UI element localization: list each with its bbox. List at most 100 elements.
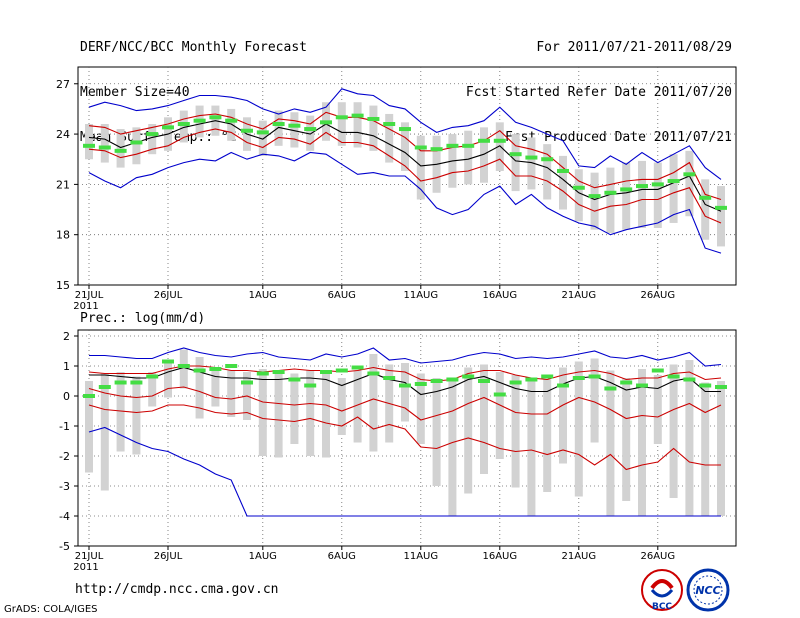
prec-series-min	[88, 426, 721, 517]
temp-series-mean-sd	[88, 111, 722, 201]
prec-spread-bar	[195, 357, 204, 419]
bcc-logo-text: BCC	[652, 602, 672, 612]
temp-green-marker	[430, 147, 443, 152]
temp-green-marker	[225, 118, 238, 123]
prec-spread-bar	[116, 372, 125, 452]
bcc-logo: BCC	[641, 569, 683, 612]
temp-spread-bar	[464, 130, 473, 185]
prec-panel-title: Prec.: log(mm/d)	[80, 311, 205, 326]
prec-x-tick-label: 16AUG	[482, 551, 517, 562]
temp-green-marker	[114, 148, 127, 153]
prec-spread-bar	[274, 370, 283, 458]
temp-green-marker	[651, 182, 664, 187]
temp-series-mean-sd	[88, 128, 722, 224]
temp-green-marker	[367, 116, 380, 121]
temp-green-marker	[241, 128, 253, 133]
temp-y-tick-label: 21	[56, 178, 70, 191]
prec-green-marker	[209, 367, 222, 371]
temp-spread-bar	[179, 110, 188, 143]
prec-spread-bar	[464, 367, 473, 494]
prec-green-marker	[114, 380, 127, 385]
prec-spread-bar	[179, 349, 188, 389]
temp-x-tick-label: 21AUG	[561, 290, 596, 301]
prec-spread-bar	[416, 373, 425, 444]
prec-y-tick-label: -5	[59, 540, 70, 553]
prec-green-marker	[525, 377, 538, 382]
temp-spread-bar	[385, 113, 394, 163]
prec-green-marker	[383, 376, 396, 380]
prec-spread-bar	[290, 373, 299, 444]
temp-green-marker	[620, 187, 633, 192]
prec-spread-bar	[606, 370, 615, 516]
temp-y-tick-label: 27	[56, 78, 70, 91]
temp-green-marker	[383, 122, 396, 127]
prec-spread-bar	[227, 370, 236, 417]
grads-credit: GrADS: COLA/IGES	[4, 604, 98, 615]
prec-spread-bar	[306, 370, 315, 456]
temp-y-tick-label: 24	[56, 128, 70, 141]
prec-spread-bar	[480, 364, 488, 474]
prec-spread-bar	[590, 358, 599, 443]
temp-green-marker	[414, 145, 427, 150]
footer-url[interactable]: http://cmdp.ncc.cma.gov.cn	[75, 582, 279, 597]
temp-spread-bar	[369, 105, 378, 151]
prec-green-marker	[541, 374, 554, 379]
prec-spread-bar	[685, 360, 694, 516]
temp-green-marker	[320, 120, 332, 125]
prec-spread-bar	[701, 382, 710, 516]
temp-spread-bar	[543, 144, 552, 200]
prec-spread-bar	[100, 373, 109, 491]
temp-green-marker	[335, 115, 348, 120]
temp-spread-bar	[85, 124, 93, 160]
temp-series-max	[88, 88, 722, 180]
temp-spread-bar	[132, 127, 141, 165]
prec-spread-bar	[638, 369, 646, 516]
prec-green-marker	[241, 380, 253, 385]
prec-year-label: 2011	[73, 562, 98, 573]
prec-spread-bar	[511, 375, 520, 488]
prec-green-marker	[493, 392, 506, 397]
temp-green-marker	[509, 152, 522, 157]
temp-spread-bar	[701, 179, 710, 240]
prec-spread-bar	[132, 376, 141, 455]
temp-spread-bar	[574, 169, 583, 222]
prec-spread-bar	[622, 378, 631, 501]
temp-x-tick-label: 11AUG	[403, 290, 438, 301]
temp-x-tick-label: 26AUG	[640, 290, 675, 301]
prec-green-marker	[320, 370, 332, 374]
temp-green-marker	[462, 143, 475, 148]
prec-green-marker	[604, 386, 617, 391]
prec-plot-frame	[77, 329, 737, 547]
prec-x-tick-label: 21AUG	[561, 551, 596, 562]
prec-series-mean-sd	[88, 386, 722, 421]
temp-green-marker	[288, 123, 301, 128]
prec-green-marker	[667, 374, 680, 379]
header-start-date: Fcst Started Refer Date 2011/07/20	[465, 85, 732, 100]
prec-x-tick-label: 1AUG	[249, 551, 277, 562]
temp-green-marker	[588, 194, 601, 199]
prec-green-marker	[588, 374, 601, 379]
temp-green-marker	[715, 205, 727, 210]
temp-x-tick-label: 16AUG	[482, 290, 517, 301]
prec-spread-bar	[495, 372, 504, 459]
prec-x-tick-label: 21JUL	[75, 551, 104, 562]
temp-green-marker	[478, 138, 490, 143]
prec-green-marker	[272, 370, 285, 374]
prec-green-marker	[304, 383, 317, 388]
header-member-size: Member Size=40	[80, 85, 190, 100]
temp-spread-bar	[258, 120, 267, 156]
temp-spread-bar	[606, 167, 615, 234]
prec-green-marker	[683, 377, 696, 382]
prec-green-marker	[98, 385, 111, 389]
prec-spread-bar	[258, 369, 267, 456]
temp-spread-bar	[495, 122, 504, 171]
prec-green-marker	[83, 394, 95, 398]
prec-spread-bar	[432, 378, 441, 486]
temp-green-marker	[604, 190, 617, 195]
prec-x-tick-label: 26AUG	[640, 551, 675, 562]
temp-spread-bar	[337, 102, 346, 146]
temp-green-marker	[557, 168, 569, 173]
prec-green-marker	[430, 379, 443, 383]
prec-green-marker	[399, 383, 411, 388]
prec-spread-bar	[669, 364, 678, 498]
